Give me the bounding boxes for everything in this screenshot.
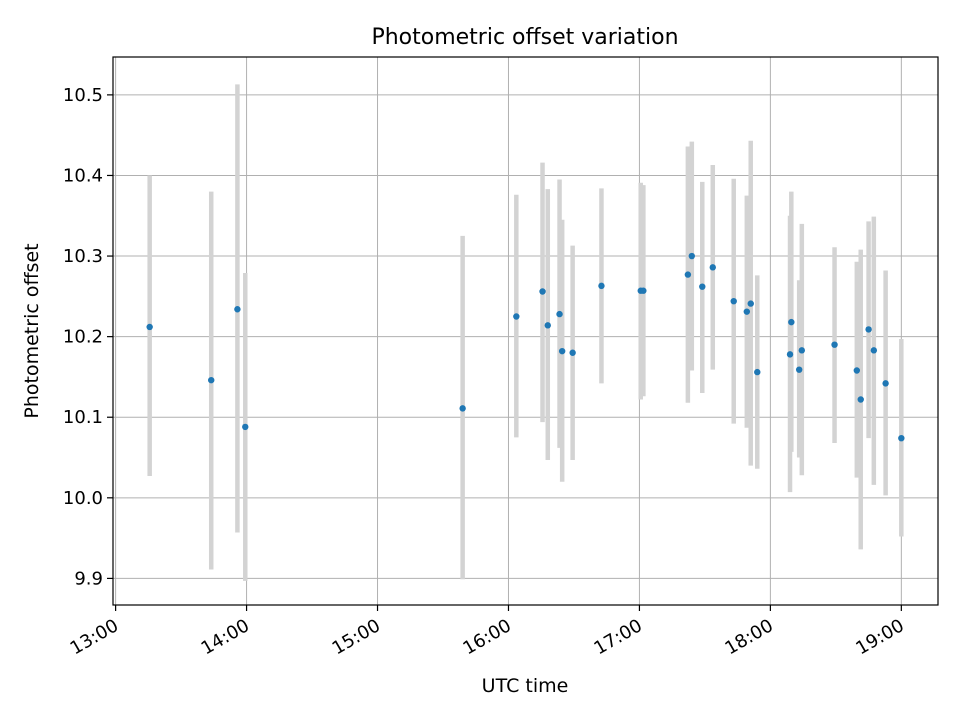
data-point	[831, 341, 838, 348]
y-axis-label: Photometric offset	[21, 243, 43, 418]
data-point	[598, 282, 605, 290]
y-tick-label: 10.5	[63, 85, 103, 106]
data-point	[688, 252, 696, 260]
data-point	[795, 366, 803, 373]
data-point	[556, 310, 563, 318]
data-point	[539, 288, 546, 295]
data-point	[513, 313, 520, 320]
data-point	[865, 326, 872, 333]
data-point	[640, 287, 647, 294]
data-point	[786, 351, 794, 358]
data-point	[882, 380, 889, 387]
data-point	[558, 347, 566, 355]
y-tick-label: 10.0	[63, 488, 103, 509]
data-point	[684, 271, 692, 278]
data-point	[146, 323, 153, 331]
x-axis-label: UTC time	[482, 675, 569, 697]
data-point	[754, 368, 761, 376]
data-point	[234, 306, 241, 313]
y-axis-ticks: 9.9 10.0 10.1 10.2 10.3 10.4 10.5	[63, 85, 113, 589]
data-point	[730, 297, 737, 305]
data-point	[544, 322, 551, 329]
y-tick-label: 9.9	[74, 568, 103, 589]
data-point	[853, 367, 861, 374]
y-tick-label: 10.2	[63, 327, 103, 348]
y-tick-label: 10.4	[63, 165, 103, 186]
data-point	[743, 308, 751, 315]
data-point	[242, 423, 249, 431]
data-point	[569, 349, 576, 356]
data-point	[870, 347, 878, 354]
data-point	[208, 376, 215, 384]
y-tick-label: 10.1	[63, 407, 103, 428]
data-point	[459, 405, 466, 412]
data-point	[798, 347, 806, 354]
data-point	[699, 283, 706, 290]
data-points	[146, 252, 905, 442]
data-point	[709, 264, 716, 271]
plot-frame	[112, 56, 939, 606]
data-point	[898, 434, 905, 442]
data-point	[747, 300, 754, 307]
chart-title: Photometric offset variation	[371, 25, 678, 50]
data-point	[857, 396, 864, 403]
data-point	[788, 318, 795, 326]
y-tick-label: 10.3	[63, 246, 103, 267]
